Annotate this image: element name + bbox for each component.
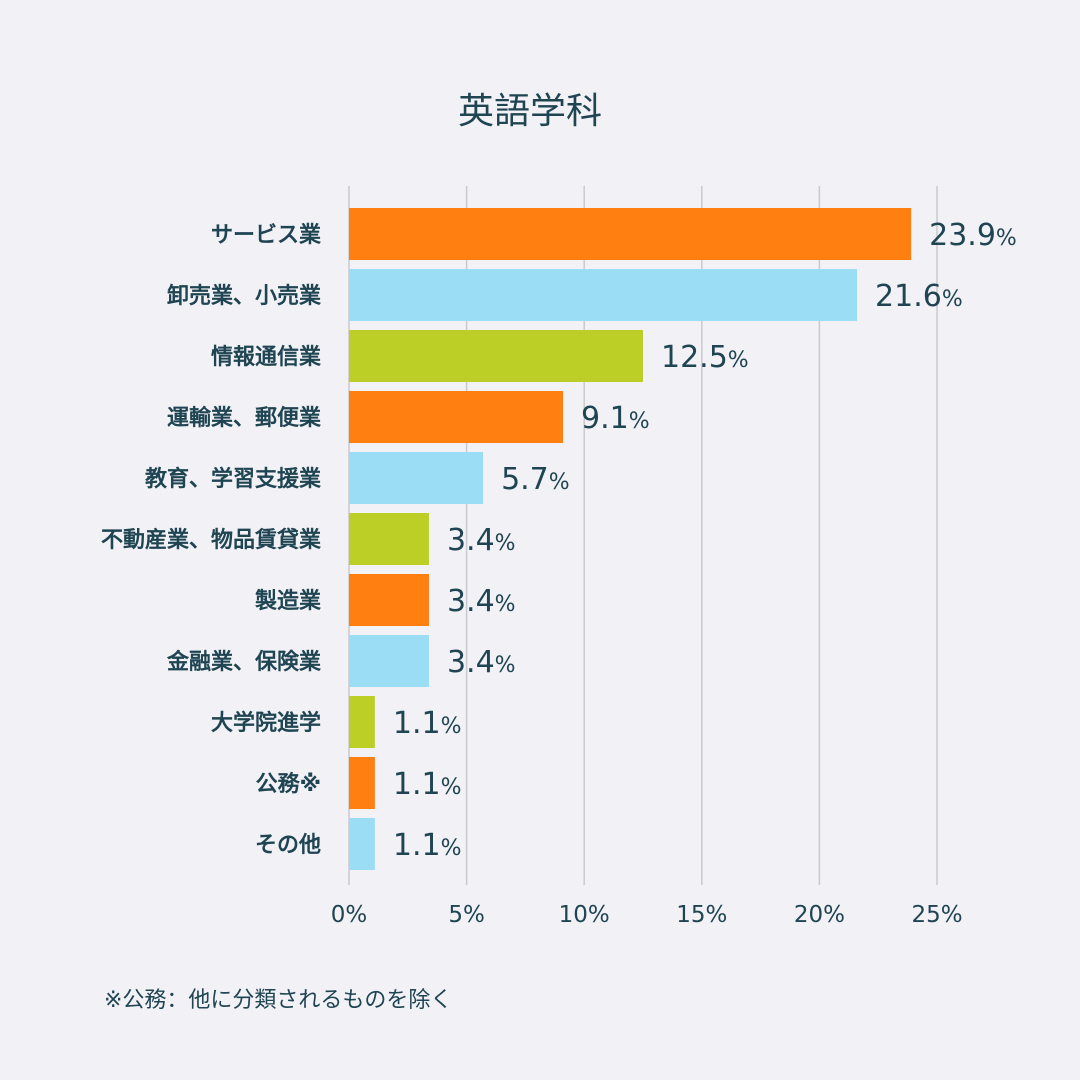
value-label-9: 1.1% <box>393 767 462 802</box>
value-label-3: 9.1% <box>581 401 650 436</box>
category-label-6: 製造業 <box>254 588 322 614</box>
bar-1 <box>349 269 858 321</box>
bar-4 <box>349 452 484 504</box>
value-label-0: 23.9% <box>929 218 1017 253</box>
value-number-9: 1.1 <box>393 767 441 802</box>
value-label-6: 3.4% <box>447 584 516 619</box>
category-label-7: 金融業、保険業 <box>166 649 322 675</box>
x-tick-label-2: 10% <box>559 902 610 928</box>
value-suffix-6: % <box>495 592 516 617</box>
value-labels: 23.9%21.6%12.5%9.1%5.7%3.4%3.4%3.4%1.1%1… <box>393 218 1017 863</box>
value-suffix-3: % <box>629 409 650 434</box>
value-number-0: 23.9 <box>929 218 996 253</box>
value-label-8: 1.1% <box>393 706 462 741</box>
category-label-8: 大学院進学 <box>211 710 321 736</box>
value-number-3: 9.1 <box>581 401 629 436</box>
category-label-9: 公務※ <box>256 771 321 797</box>
value-suffix-2: % <box>728 348 749 373</box>
bar-5 <box>349 513 429 565</box>
chart-title: 英語学科 <box>457 91 602 132</box>
x-tick-label-3: 15% <box>676 902 727 928</box>
x-tick-label-1: 5% <box>448 902 485 928</box>
bar-3 <box>349 391 564 443</box>
x-tick-label-4: 20% <box>794 902 845 928</box>
value-number-2: 12.5 <box>661 340 728 375</box>
bar-7 <box>349 635 429 687</box>
category-label-0: サービス業 <box>211 223 322 248</box>
bar-0 <box>349 208 912 260</box>
bar-2 <box>349 330 643 382</box>
value-number-8: 1.1 <box>393 706 441 741</box>
value-number-5: 3.4 <box>447 523 495 558</box>
bar-10 <box>349 818 375 870</box>
value-suffix-9: % <box>441 775 462 800</box>
value-suffix-10: % <box>441 836 462 861</box>
value-number-4: 5.7 <box>501 462 549 497</box>
category-label-5: 不動産業、物品賃貸業 <box>101 527 322 553</box>
category-label-3: 運輸業、郵便業 <box>167 405 322 431</box>
category-label-10: その他 <box>255 833 321 858</box>
x-tick-label-0: 0% <box>331 902 368 928</box>
value-number-1: 21.6 <box>875 279 942 314</box>
category-label-2: 情報通信業 <box>211 344 322 370</box>
value-number-7: 3.4 <box>447 645 495 680</box>
value-suffix-8: % <box>441 714 462 739</box>
footnote: ※公務：他に分類されるものを除く <box>104 988 453 1013</box>
x-tick-label-5: 25% <box>911 902 962 928</box>
value-label-10: 1.1% <box>393 828 462 863</box>
value-suffix-1: % <box>942 287 963 312</box>
category-label-1: 卸売業、小売業 <box>167 283 322 309</box>
value-suffix-0: % <box>996 226 1017 251</box>
value-label-2: 12.5% <box>661 340 749 375</box>
value-label-1: 21.6% <box>875 279 963 314</box>
value-label-4: 5.7% <box>501 462 570 497</box>
value-suffix-4: % <box>549 470 570 495</box>
x-tick-labels: 0% 5% 10% 15% 20% 25% <box>331 902 963 928</box>
bars <box>349 208 912 870</box>
category-labels: サービス業卸売業、小売業情報通信業運輸業、郵便業教育、学習支援業不動産業、物品賃… <box>101 223 322 858</box>
bar-9 <box>349 757 375 809</box>
value-label-5: 3.4% <box>447 523 516 558</box>
bar-8 <box>349 696 375 748</box>
category-label-4: 教育、学習支援業 <box>145 466 322 492</box>
value-suffix-7: % <box>495 653 516 678</box>
bar-6 <box>349 574 429 626</box>
value-number-6: 3.4 <box>447 584 495 619</box>
value-number-10: 1.1 <box>393 828 441 863</box>
value-suffix-5: % <box>495 531 516 556</box>
value-label-7: 3.4% <box>447 645 516 680</box>
